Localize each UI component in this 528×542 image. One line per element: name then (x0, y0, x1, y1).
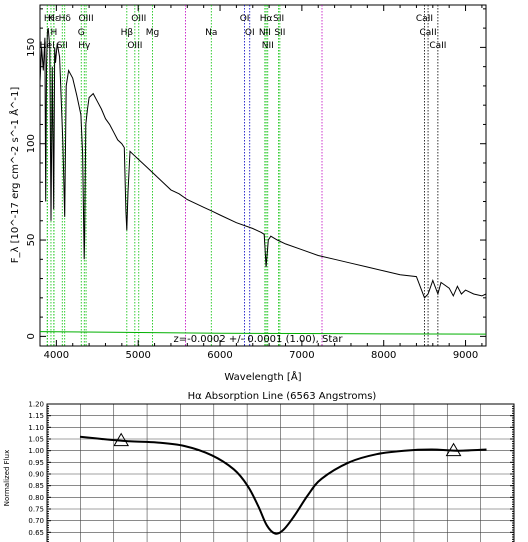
y-tick-label: 100 (26, 134, 37, 153)
spectral-line-label: OI (240, 14, 250, 24)
error-series (39, 331, 487, 335)
spectral-line-label: Mg (146, 28, 159, 38)
x-tick-label: 9000 (453, 350, 478, 361)
spectral-line-label: Hε (48, 14, 60, 24)
spectral-line-label: OI (245, 28, 255, 38)
halpha-series (79, 435, 487, 535)
halpha-y-tick-label: 1.15 (28, 412, 44, 420)
spectral-line-label: OIII (127, 41, 142, 51)
error-line (39, 331, 487, 335)
x-tick-label: 8000 (371, 350, 396, 361)
spectral-line-label: NII (262, 41, 274, 51)
halpha-y-tick-label: 0.90 (28, 471, 44, 479)
halpha-plot-title: Hα Absorption Line (6563 Angstroms) (188, 391, 377, 402)
y-tick-label: 150 (26, 38, 37, 57)
spectral-line-label: SII (273, 14, 284, 24)
spectral-line-label: NII (259, 28, 271, 38)
spectrum-plot-frame (39, 4, 487, 347)
spectral-line-label: Hγ (78, 41, 91, 51)
x-axis-ticks: 4000 5000 6000 7000 8000 9000 (39, 5, 483, 361)
x-axis-label: Wavelength [Å] (224, 370, 301, 383)
spectral-line-label: Hα (260, 14, 273, 24)
continuum-markers (113, 432, 462, 457)
spectrum-line (39, 27, 487, 299)
halpha-y-tick-label: 1.10 (28, 424, 44, 432)
halpha-profile-line (79, 435, 487, 535)
spectral-line-label: OIII (79, 14, 94, 24)
halpha-y-tick-label: 0.65 (28, 529, 44, 537)
spectral-line-label: G (78, 28, 85, 38)
x-tick-label: 4000 (44, 350, 69, 361)
continuum-marker (445, 442, 462, 457)
spectral-line-label: SII (57, 41, 68, 51)
x-tick-label: 5000 (125, 350, 150, 361)
halpha-y-tick-label: 0.95 (28, 459, 44, 467)
redshift-annotation: z=-0.0002 +/- 0.0001 (1.00), Star (173, 334, 343, 345)
x-tick-label: 7000 (289, 350, 314, 361)
halpha-y-tick-label: 0.85 (28, 482, 44, 490)
y-axis-ticks: 0 50 100 150 (26, 8, 486, 340)
spectral-line-label: SII (274, 28, 285, 38)
spectral-line-label: H (44, 14, 51, 24)
spectral-line-label: H (50, 28, 57, 38)
spectral-line-label: Hβ (121, 28, 134, 38)
spectral-line-markers (46, 5, 439, 346)
spectral-line-label: CaII (420, 28, 437, 38)
halpha-y-tick-label: 0.80 (28, 494, 44, 502)
y-axis-label: F_λ [10^-17 erg cm^-2 s^-1 Å^-1] (8, 87, 21, 264)
halpha-y-tick-label: 0.70 (28, 517, 44, 525)
halpha-y-axis-label: Normalized Flux (3, 450, 11, 506)
halpha-y-tick-label: 1.00 (28, 447, 44, 455)
spectral-line-label: CaII (429, 41, 446, 51)
y-tick-label: 0 (26, 333, 37, 339)
spectral-line-label: Na (205, 28, 217, 38)
halpha-y-tick-label: 1.05 (28, 436, 44, 444)
spectral-line-label: Hδ (59, 14, 72, 24)
halpha-y-tick-label: 0.75 (28, 506, 44, 514)
spectral-line-label: K (48, 14, 55, 24)
halpha-grid (47, 403, 514, 542)
halpha-y-tick-label: 1.20 (28, 401, 44, 409)
y-tick-label: 50 (26, 234, 37, 247)
spectrum-series (39, 27, 487, 299)
spectral-line-label: CaII (416, 14, 433, 24)
spectral-line-label: OIII (131, 14, 146, 24)
x-tick-label: 6000 (207, 350, 232, 361)
halpha-plot: Hα Absorption Line (6563 Angstroms) 0.65… (3, 391, 515, 542)
continuum-marker (113, 432, 130, 447)
